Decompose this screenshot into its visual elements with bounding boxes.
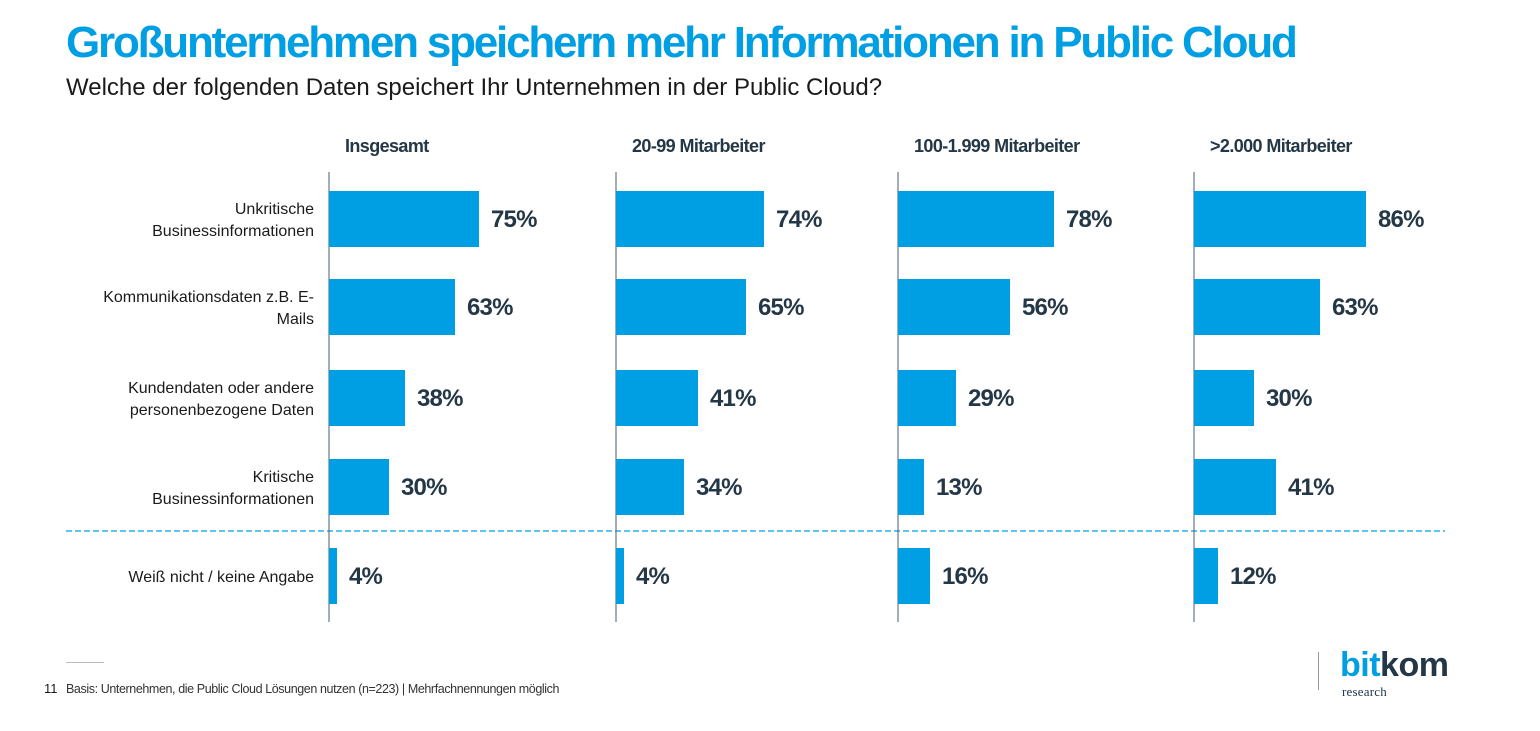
category-label-line: Kritische [253,469,314,486]
value-label-s3-r3: 29% [968,385,1014,412]
value-label-s3-r2: 56% [1022,294,1068,321]
bar-s2-r2 [616,279,746,335]
bar-s3-r1 [898,191,1054,247]
bar-s3-r5 [898,548,930,604]
bar-s1-r5 [329,548,337,604]
column-header-3: 100-1.999 Mitarbeiter [914,136,1080,156]
category-label-line: Kundendaten oder andere [128,380,314,397]
bar-s4-r4 [1194,459,1276,515]
value-label-s4-r4: 41% [1288,474,1334,501]
bar-chart: Insgesamt 75% 63% 38% 30% 4% 20-99 Mitarbeiter… [66,136,1445,622]
value-label-s2-r3: 41% [710,385,756,412]
bar-s4-r5 [1194,548,1218,604]
bar-s1-r4 [329,459,389,515]
value-label-s1-r1: 75% [491,206,537,233]
value-label-s1-r3: 38% [417,385,463,412]
category-label-line: Unkritische [235,201,314,218]
category-label-line: Mails [277,311,314,328]
value-label-s2-r5: 4% [636,563,670,590]
bar-s4-r3 [1194,370,1254,426]
category-label-line: personenbezogene Daten [130,402,314,419]
column-header-1: Insgesamt [345,136,429,156]
category-label-5: Weiß nicht / keine Angabe [128,569,314,586]
footnote: Basis: Unternehmen, die Public Cloud Lös… [66,682,560,696]
logo-subtitle: research [1342,684,1387,699]
value-label-s1-r2: 63% [467,294,513,321]
value-label-s4-r3: 30% [1266,385,1312,412]
column-header-4: >2.000 Mitarbeiter [1210,136,1352,156]
logo-divider [1318,652,1319,690]
value-label-s2-r1: 74% [776,206,822,233]
value-label-s3-r1: 78% [1066,206,1112,233]
value-label-s4-r2: 63% [1332,294,1378,321]
category-label-3: Kundendaten oder andere personenbezogene … [128,380,314,419]
category-label-line: Weiß nicht / keine Angabe [128,569,314,586]
value-label-s1-r4: 30% [401,474,447,501]
value-label-s3-r4: 13% [936,474,982,501]
bar-s2-r5 [616,548,624,604]
value-label-s2-r4: 34% [696,474,742,501]
category-label-line: Businessinformationen [152,223,314,240]
bar-s2-r3 [616,370,698,426]
bar-s4-r2 [1194,279,1320,335]
bar-s2-r4 [616,459,684,515]
bar-s1-r3 [329,370,405,426]
bar-s1-r1 [329,191,479,247]
category-label-2: Kommunikationsdaten z.B. E- Mails [103,289,314,328]
bar-s3-r2 [898,279,1010,335]
value-label-s1-r5: 4% [349,563,383,590]
value-label-s2-r2: 65% [758,294,804,321]
bar-s3-r4 [898,459,924,515]
page-subtitle: Welche der folgenden Daten speichert Ihr… [66,74,883,101]
category-label-line: Kommunikationsdaten z.B. E- [103,289,314,306]
value-label-s3-r5: 16% [942,563,988,590]
bar-s4-r1 [1194,191,1366,247]
value-label-s4-r5: 12% [1230,563,1276,590]
category-label-1: Unkritische Businessinformationen [152,201,314,240]
bitkom-research-logo: bitkom research [1318,646,1478,704]
logo-wordmark: bitkom [1340,646,1449,684]
bar-s3-r3 [898,370,956,426]
footer-divider [66,662,104,663]
page-number: 11 [44,681,58,696]
bar-s1-r2 [329,279,455,335]
value-label-s4-r1: 86% [1378,206,1424,233]
column-header-2: 20-99 Mitarbeiter [632,136,765,156]
category-label-4: Kritische Businessinformationen [152,469,314,508]
category-label-line: Businessinformationen [152,491,314,508]
page-title: Großunternehmen speichern mehr Informati… [66,18,1298,67]
bar-s2-r1 [616,191,764,247]
